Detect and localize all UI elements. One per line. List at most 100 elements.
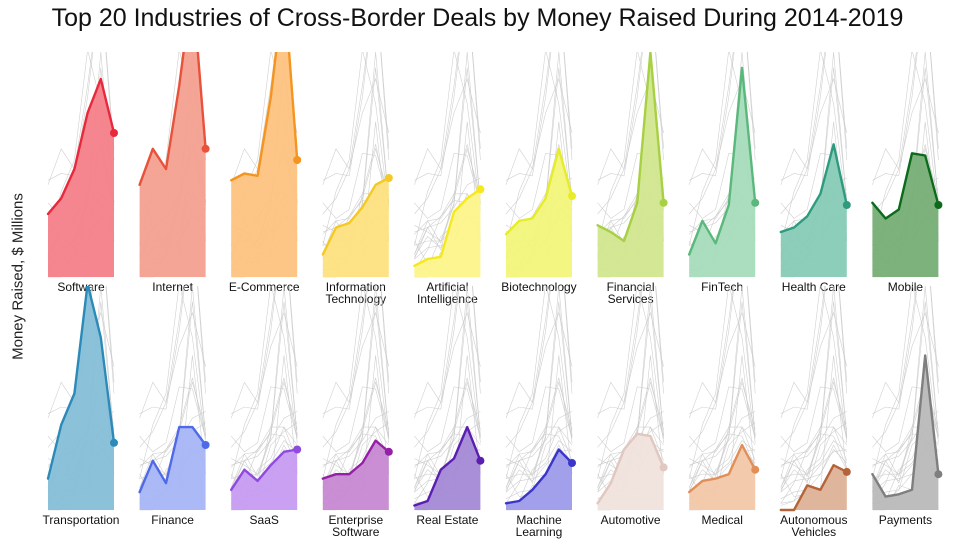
background-line-internet (230, 286, 298, 419)
endpoint-marker-fintech (751, 198, 760, 207)
background-line-transportation (322, 52, 390, 246)
panel-medical (688, 286, 757, 511)
label-software: Software (57, 280, 105, 294)
background-line-fintech (230, 301, 298, 488)
background-line-e-commerce (231, 286, 298, 414)
line-financial-services (596, 52, 665, 243)
panel-finance (138, 286, 207, 511)
endpoint-marker-automotive (659, 463, 668, 472)
area-automotive (597, 433, 664, 510)
area-real-estate (414, 427, 481, 510)
background-line-transportation (505, 52, 573, 246)
background-line-transportation (872, 52, 939, 246)
label-automotive: Automotive (601, 513, 661, 527)
area-saas (231, 449, 298, 510)
panel-e-commerce (229, 52, 299, 278)
background-line-medical (505, 444, 573, 493)
background-line-financial-services (689, 286, 756, 475)
panel-health-care (779, 52, 848, 278)
background-line-mobile (414, 152, 481, 219)
endpoint-marker-medical (751, 465, 760, 474)
label-information-technology: Information Technology (325, 280, 386, 306)
background-line-mobile (505, 386, 573, 453)
background-line-fintech (414, 67, 481, 255)
label-artificial-intelligence: Artificial Intelligence (417, 280, 478, 306)
panel-autonomous-vehicles (779, 286, 848, 512)
panel-artificial-intelligence (413, 52, 482, 278)
panel-information-technology (321, 52, 390, 278)
area-e-commerce (231, 52, 298, 277)
background-line-enterprise-software (505, 440, 573, 479)
endpoint-marker-e-commerce (293, 156, 302, 164)
background-line-e-commerce (872, 286, 939, 414)
background-line-transportation (688, 286, 756, 479)
panel-internet (138, 52, 207, 278)
background-line-fintech (688, 301, 756, 488)
label-enterprise-software: Enterprise Software (328, 513, 383, 539)
endpoint-marker-transportation (110, 438, 118, 447)
background-line-e-commerce (780, 52, 848, 181)
background-line-finance (230, 426, 298, 493)
line-internet (138, 52, 207, 187)
endpoint-marker-software (110, 129, 118, 137)
background-line-transportation (780, 286, 848, 479)
background-line-mobile (139, 386, 206, 453)
background-line-internet (414, 52, 481, 185)
background-line-internet (322, 286, 390, 419)
background-line-e-commerce (689, 286, 756, 414)
line-finance (138, 425, 207, 494)
background-line-internet (780, 52, 848, 185)
background-line-e-commerce (872, 52, 939, 181)
background-line-mobile (780, 386, 848, 453)
line-medical (688, 443, 757, 494)
chart-title: Top 20 Industries of Cross-Border Deals … (51, 4, 904, 32)
label-medical: Medical (702, 513, 743, 527)
area-software (48, 79, 114, 277)
background-line-health-care (597, 377, 664, 466)
background-line-internet (505, 52, 573, 185)
label-saas: SaaS (250, 513, 279, 527)
background-line-internet (872, 52, 939, 185)
area-financial-services (597, 52, 664, 277)
background-line-internet (47, 52, 115, 185)
label-autonomous-vehicles: Autonomous Vehicles (780, 513, 847, 539)
endpoint-marker-information-technology (384, 174, 393, 182)
area-mobile (872, 153, 939, 277)
background-line-enterprise-software (689, 440, 756, 479)
area-finance (139, 427, 206, 510)
line-mobile (871, 152, 940, 220)
area-enterprise-software (322, 440, 389, 510)
background-line-internet (780, 286, 848, 419)
background-line-health-care (414, 377, 481, 466)
background-line-transportation (505, 286, 573, 479)
label-mobile: Mobile (888, 280, 924, 294)
background-line-internet (322, 52, 390, 185)
area-information-technology (322, 178, 389, 277)
endpoint-marker-mobile (934, 201, 943, 209)
area-health-care (780, 144, 847, 277)
background-line-health-care (689, 377, 756, 466)
background-line-e-commerce (505, 52, 573, 181)
label-machine-learning: Machine Learning (516, 513, 563, 539)
background-line-mobile (597, 386, 664, 453)
area-internet (139, 52, 206, 277)
background-line-health-care (322, 377, 390, 466)
background-line-fintech (505, 301, 573, 488)
background-line-finance (322, 426, 390, 493)
background-line-e-commerce (414, 52, 481, 181)
background-line-health-care (231, 377, 298, 466)
line-machine-learning (504, 448, 574, 505)
background-line-internet (597, 286, 664, 419)
background-line-e-commerce (780, 286, 848, 414)
panel-software (46, 52, 116, 278)
line-information-technology (321, 176, 390, 256)
background-line-mobile (688, 386, 756, 453)
panel-automotive (596, 286, 665, 511)
background-line-mobile (414, 386, 481, 453)
background-line-internet (139, 286, 206, 419)
background-line-fintech (322, 301, 390, 488)
background-line-automotive (505, 433, 573, 504)
background-line-internet (505, 286, 573, 419)
background-line-e-commerce (322, 286, 390, 414)
panel-machine-learning (504, 286, 574, 511)
